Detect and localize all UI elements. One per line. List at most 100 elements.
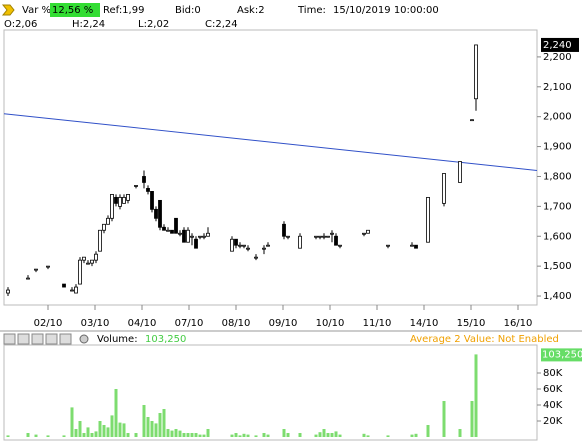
candle-body [78, 259, 82, 285]
current-volume-label: 103,250 [542, 349, 582, 360]
last-price-box [541, 37, 579, 52]
candle-body [362, 232, 366, 235]
candle-body [162, 226, 166, 231]
volume-bar [230, 434, 234, 437]
candle-body [314, 235, 318, 238]
ask: Ask:2 [237, 5, 265, 16]
candle-body [230, 238, 234, 252]
volume-bar [102, 425, 106, 437]
candle-body [158, 199, 162, 228]
volume-bar [166, 429, 170, 437]
button[interactable] [59, 333, 72, 345]
volume-bar [286, 433, 290, 437]
volume-bar [202, 434, 206, 437]
candle-body [154, 208, 158, 219]
close: C:2,24 [205, 19, 238, 30]
y-tick-label: 1,700 [543, 201, 572, 212]
y-tick-label: 40K [543, 400, 563, 411]
volume-bar [362, 433, 366, 437]
volume-bar [282, 429, 286, 437]
volume-bar [386, 435, 390, 437]
x-tick-label: 14/10 [410, 318, 439, 329]
volume-bar [338, 434, 342, 437]
x-tick-label: 04/10 [128, 318, 157, 329]
candle-body [70, 289, 74, 292]
volume-bar [162, 409, 166, 437]
y-tick-label: 80K [543, 368, 563, 379]
volume-bar [246, 434, 250, 437]
volume-bar [158, 413, 162, 437]
toolbar [3, 333, 89, 345]
volume-label: Volume: [97, 334, 138, 345]
volume-bar [178, 430, 182, 437]
candle-body [386, 244, 390, 247]
volume-bar [242, 433, 246, 437]
candle-body [282, 223, 286, 237]
y-tick-label: 20K [543, 416, 563, 427]
volume-bar [326, 433, 330, 437]
candle-body [330, 232, 334, 235]
volume-bar [106, 427, 110, 437]
candle-body [266, 244, 270, 247]
x-tick-label: 07/10 [175, 318, 204, 329]
y-tick-label: 1,800 [543, 171, 572, 182]
candle-body [6, 289, 10, 294]
volume-bar [414, 433, 418, 437]
y-tick-label: 1,900 [543, 142, 572, 153]
candle-body [134, 185, 138, 187]
high: H:2,24 [72, 19, 105, 30]
ref: Ref:1,99 [103, 5, 144, 16]
candle-body [190, 235, 194, 238]
candle-body [126, 194, 130, 201]
y-tick-label: 60K [543, 384, 563, 395]
candle-body [110, 194, 114, 219]
button[interactable] [31, 333, 44, 345]
y-tick-label: 1,400 [543, 291, 572, 302]
candle-body [474, 44, 478, 100]
settings-icon[interactable] [79, 334, 89, 344]
x-tick-label: 15/10 [457, 318, 486, 329]
volume-bar [174, 429, 178, 437]
candle-body [46, 265, 50, 268]
button[interactable] [3, 333, 16, 345]
candle-body [414, 244, 418, 249]
candle-body [186, 229, 190, 243]
volume-bar [142, 405, 146, 437]
volume-frame [3, 344, 538, 441]
volume-bar [98, 421, 102, 437]
candle-body [122, 196, 126, 204]
volume-bar [126, 433, 130, 437]
arrow-icon[interactable] [1, 4, 15, 16]
volume-bar [6, 435, 10, 437]
volume-bar [70, 407, 74, 437]
candle-body [62, 283, 66, 288]
candle-body [118, 196, 122, 207]
candle-body [246, 247, 250, 250]
x-tick-label: 16/10 [504, 318, 533, 329]
var-value: 12,56 % [52, 5, 93, 16]
var-box [50, 3, 100, 17]
candle-body [34, 268, 38, 271]
last-price-label: 2,240 [543, 40, 572, 51]
candle-body [26, 277, 30, 280]
candle-body [298, 235, 302, 249]
volume-bar [458, 429, 462, 437]
button[interactable] [17, 333, 30, 345]
volume-bar [94, 431, 98, 437]
button[interactable] [45, 333, 58, 345]
x-tick-label: 10/10 [316, 318, 345, 329]
candle-body [86, 262, 90, 265]
y-tick-label: 2,000 [543, 112, 572, 123]
volume-bar [206, 429, 210, 437]
candle-body [322, 235, 326, 238]
volume-bar [118, 422, 122, 437]
volume-bar [198, 434, 202, 437]
candle-body [426, 196, 430, 243]
volume-bar [470, 401, 474, 437]
x-tick-label: 02/10 [34, 318, 63, 329]
volume-bar [186, 433, 190, 437]
volume-bar [262, 433, 266, 437]
candle-body [174, 217, 178, 234]
